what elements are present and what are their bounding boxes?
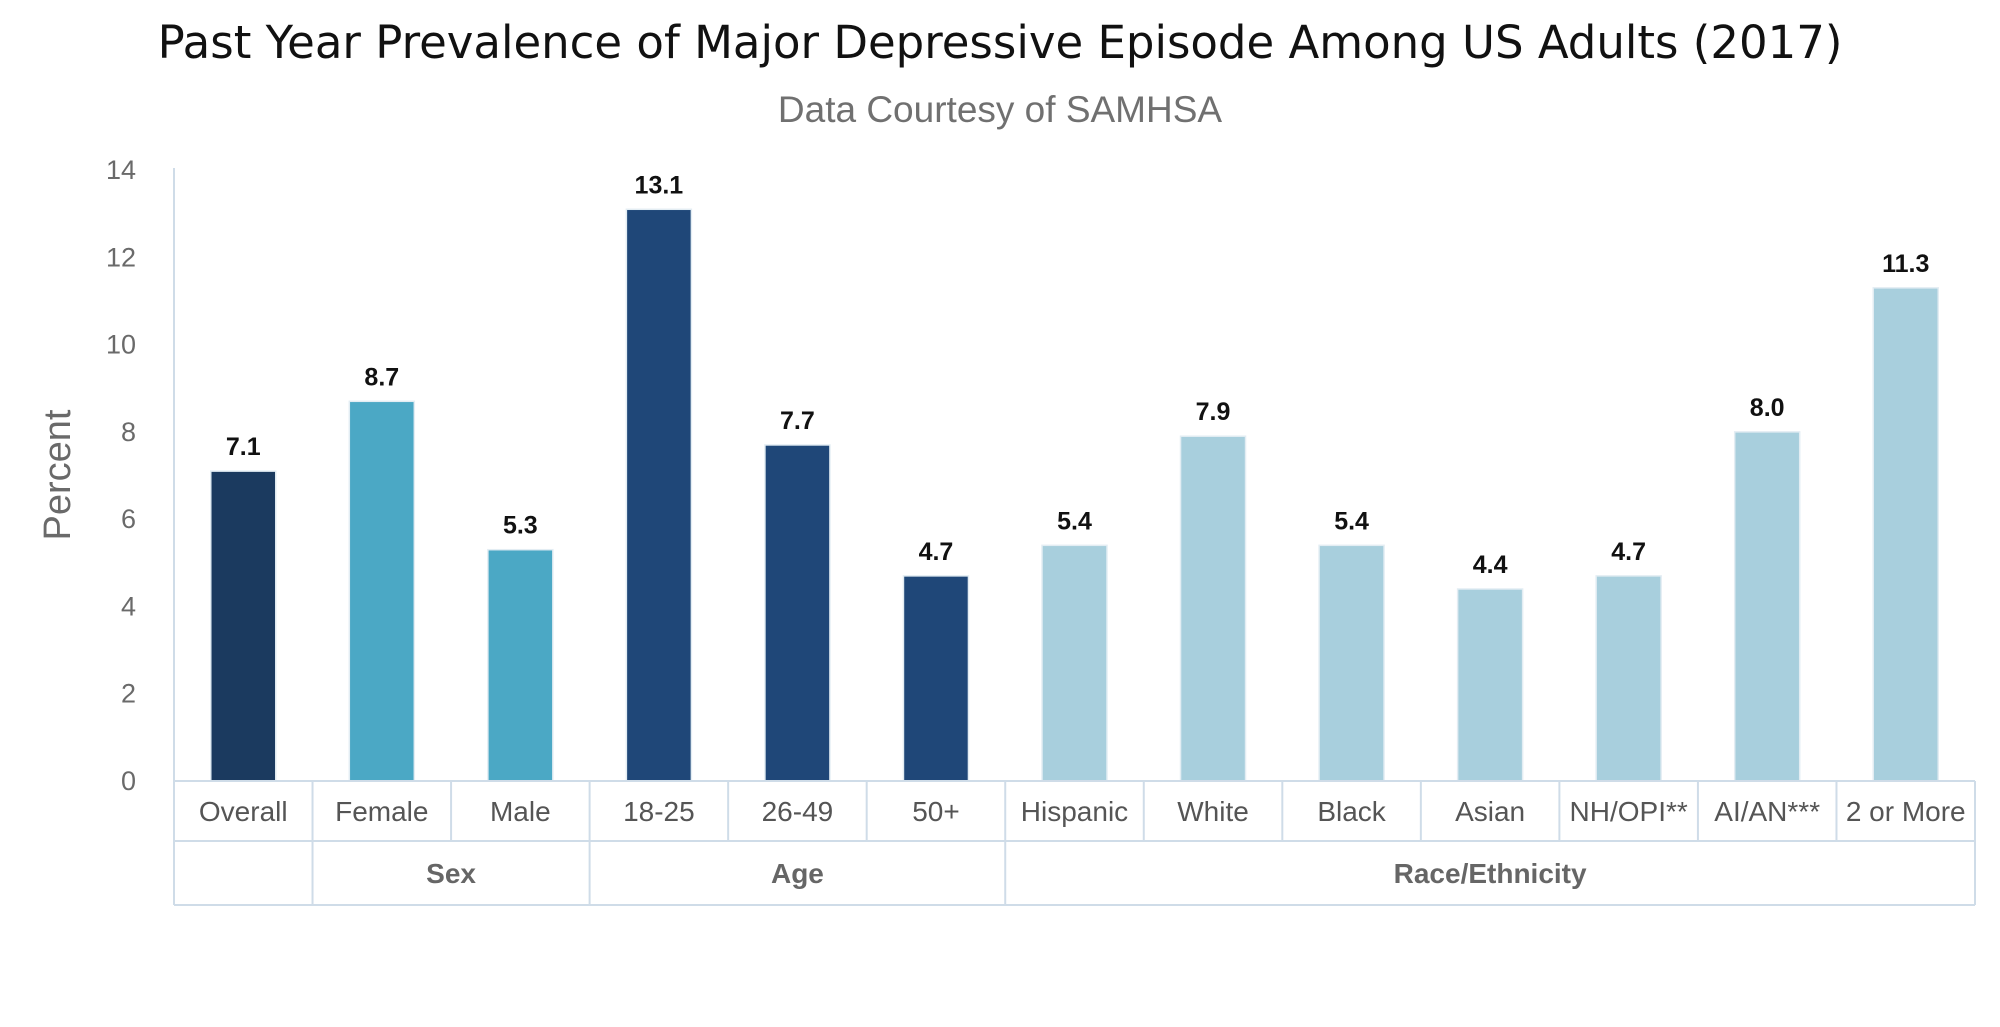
chart-subtitle: Data Courtesy of SAMHSA [778, 89, 1222, 130]
bar-3 [625, 208, 693, 782]
bar-9 [1456, 588, 1524, 782]
data-label: 4.4 [1473, 551, 1508, 579]
category-label: Hispanic [1021, 796, 1128, 827]
y-tick-label: 14 [106, 155, 136, 185]
data-label: 8.7 [364, 363, 399, 391]
category-label: White [1177, 796, 1249, 827]
data-label: 4.7 [919, 538, 954, 566]
category-label: 18-25 [623, 796, 695, 827]
bar-4 [764, 444, 831, 782]
y-tick-label: 10 [106, 330, 136, 360]
data-label: 4.7 [1611, 538, 1646, 566]
data-label: 8.0 [1750, 394, 1785, 422]
y-axis-label: Percent [37, 409, 79, 540]
category-table: Overall Female Male 18-25 26-49 50+ Hispanic Wh… [173, 780, 1976, 906]
group-label: Age [771, 858, 824, 889]
data-label: 7.7 [780, 407, 815, 435]
y-tick-label: 4 [121, 591, 136, 621]
category-label: 2 or More [1846, 796, 1966, 827]
data-label: 5.3 [503, 512, 538, 540]
category-label: Female [335, 796, 428, 827]
category-label: AI/AN*** [1714, 796, 1820, 827]
category-label: NH/OPI** [1570, 796, 1688, 827]
y-tick-label: 0 [121, 766, 136, 796]
data-label: 5.4 [1334, 507, 1369, 535]
bar-0 [210, 470, 277, 782]
bar-5 [902, 575, 970, 782]
bar-2 [487, 548, 554, 782]
y-tick-label: 2 [121, 679, 136, 709]
bar-8 [1318, 544, 1385, 782]
bar-11 [1733, 431, 1801, 782]
data-label: 7.1 [226, 433, 261, 461]
y-tick-label: 8 [121, 417, 136, 447]
group-label: Race/Ethnicity [1394, 858, 1587, 889]
category-label: Male [490, 796, 551, 827]
chart-title: Past Year Prevalence of Major Depressive… [158, 16, 1843, 69]
group-label: Sex [426, 858, 476, 889]
category-label: 26-49 [762, 796, 834, 827]
bar-7 [1179, 435, 1247, 782]
y-tick-label: 12 [106, 242, 136, 272]
category-label: 50+ [912, 796, 960, 827]
category-label: Asian [1455, 796, 1525, 827]
category-label: Overall [199, 796, 288, 827]
bar-10 [1595, 575, 1662, 782]
data-label: 13.1 [635, 171, 684, 199]
data-label: 11.3 [1882, 250, 1929, 278]
bar-6 [1041, 544, 1108, 782]
y-tick-label: 6 [121, 504, 136, 534]
y-axis-ticks: 0 2 4 6 8 10 12 14 [106, 155, 136, 796]
data-label: 7.9 [1196, 398, 1231, 426]
data-label: 5.4 [1057, 507, 1092, 535]
bar-1 [348, 400, 416, 782]
bar-12 [1872, 287, 1939, 782]
bars-group [210, 208, 1939, 782]
data-labels-group: 7.1 8.7 5.3 13.1 7.7 4.7 5.4 7.9 5.4 4.4 4.7 8.0 11.… [226, 171, 1929, 579]
category-label: Black [1317, 796, 1386, 827]
